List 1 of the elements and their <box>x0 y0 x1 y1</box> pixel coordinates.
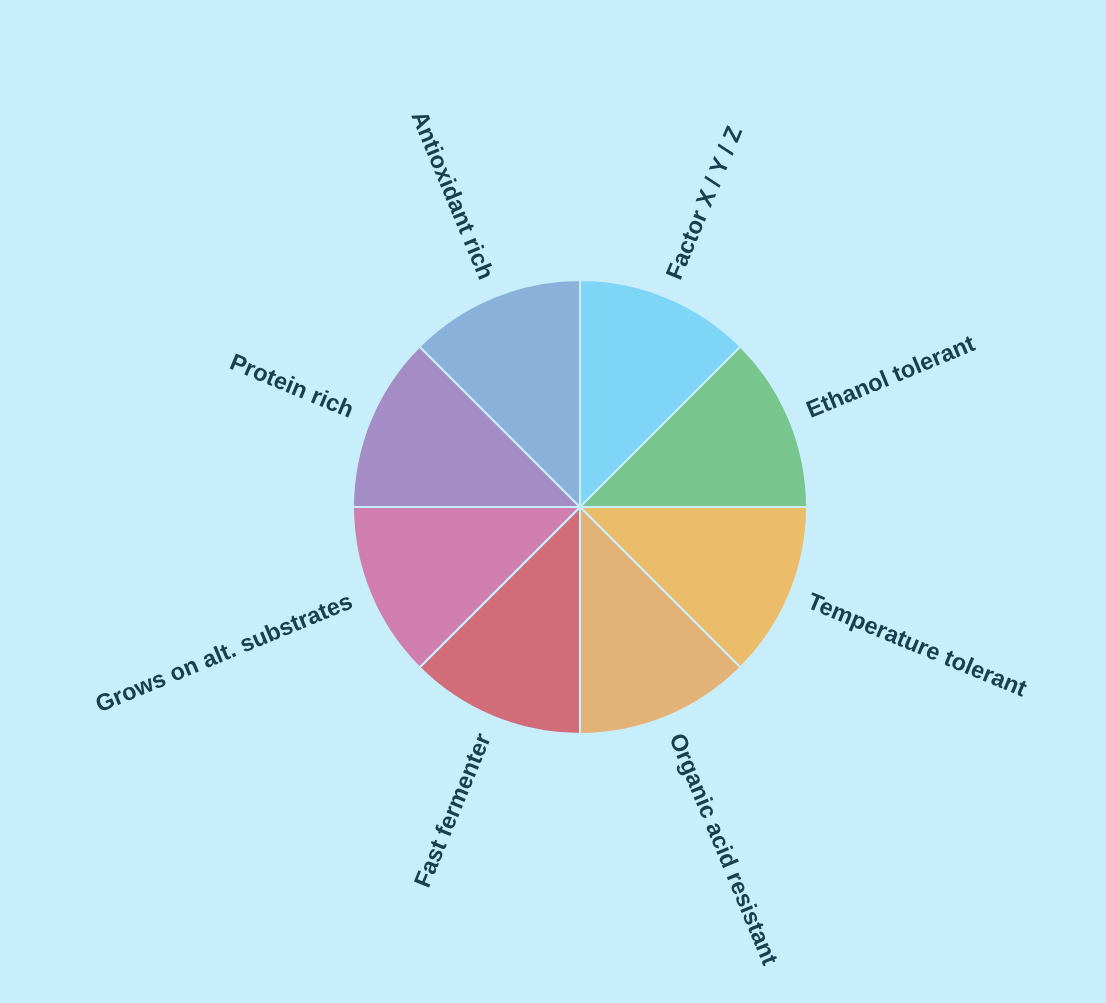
slice-label: Factor X / Y / Z <box>664 124 743 280</box>
